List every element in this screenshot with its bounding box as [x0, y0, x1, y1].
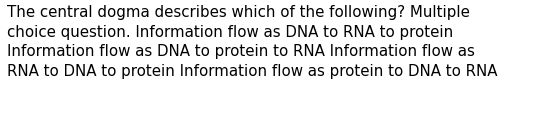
Text: The central dogma describes which of the following? Multiple
choice question. In: The central dogma describes which of the…	[7, 5, 498, 79]
